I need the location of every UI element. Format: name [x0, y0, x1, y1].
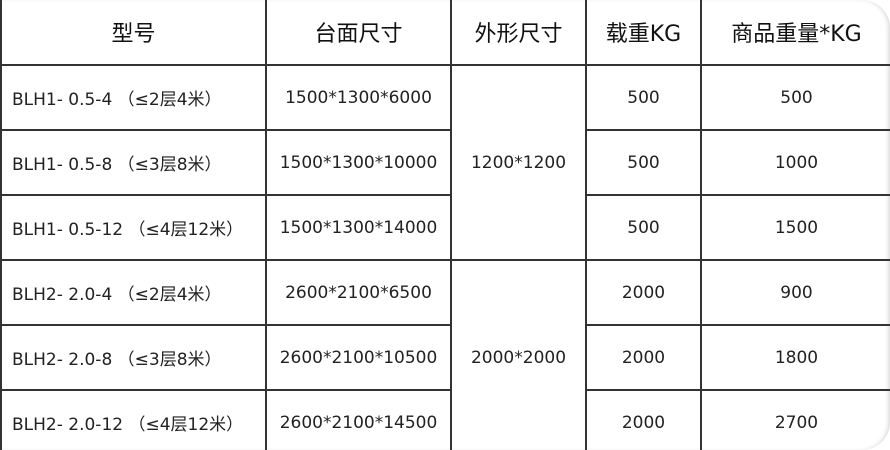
outer-size-cell: 2000*2000: [450, 259, 587, 450]
model-cell: BLH1- 0.5-12 （≤4层12米）: [0, 194, 267, 261]
model-cell: BLH2- 2.0-12 （≤4层12米）: [0, 389, 267, 450]
table-size-cell: 2600*2100*10500: [265, 324, 452, 391]
header-table-size: 台面尺寸: [265, 0, 452, 66]
load-cell: 500: [585, 194, 702, 261]
outer-size-cell: 1200*1200: [450, 64, 587, 261]
model-cell: BLH2- 2.0-4 （≤2层4米）: [0, 259, 267, 326]
load-cell: 2000: [585, 324, 702, 391]
model-cell: BLH1- 0.5-4 （≤2层4米）: [0, 64, 267, 131]
table-size-cell: 1500*1300*10000: [265, 129, 452, 196]
weight-cell: 500: [700, 64, 890, 131]
header-weight: 商品重量*KG: [700, 0, 890, 66]
load-cell: 2000: [585, 389, 702, 450]
table-row: BLH2- 2.0-8 （≤3层8米） 2600*2100*10500 2000…: [0, 324, 890, 391]
weight-cell: 1800: [700, 324, 890, 391]
table-size-cell: 1500*1300*14000: [265, 194, 452, 261]
table-size-cell: 2600*2100*6500: [265, 259, 452, 326]
header-row: 型号 台面尺寸 外形尺寸 载重KG 商品重量*KG: [0, 0, 890, 66]
load-cell: 500: [585, 129, 702, 196]
weight-cell: 900: [700, 259, 890, 326]
load-cell: 500: [585, 64, 702, 131]
table-row: BLH2- 2.0-4 （≤2层4米） 2600*2100*6500 2000*…: [0, 259, 890, 450]
weight-cell: 2700: [700, 389, 890, 450]
load-cell: 2000: [585, 259, 702, 326]
table-size-cell: 1500*1300*6000: [265, 64, 452, 131]
header-model: 型号: [0, 0, 267, 66]
header-outer-size: 外形尺寸: [450, 0, 587, 66]
header-load: 载重KG: [585, 0, 702, 66]
table-row: BLH1- 0.5-8 （≤3层8米） 1500*1300*10000 500 …: [0, 129, 890, 196]
model-cell: BLH1- 0.5-8 （≤3层8米）: [0, 129, 267, 196]
table-size-cell: 2600*2100*14500: [265, 389, 452, 450]
model-cell: BLH2- 2.0-8 （≤3层8米）: [0, 324, 267, 391]
table-row: BLH2- 2.0-12 （≤4层12米） 2600*2100*14500 20…: [0, 389, 890, 450]
weight-cell: 1000: [700, 129, 890, 196]
table-row: BLH1- 0.5-12 （≤4层12米） 1500*1300*14000 50…: [0, 194, 890, 261]
table-row: BLH1- 0.5-4 （≤2层4米） 1500*1300*6000 1200*…: [0, 64, 890, 261]
weight-cell: 1500: [700, 194, 890, 261]
